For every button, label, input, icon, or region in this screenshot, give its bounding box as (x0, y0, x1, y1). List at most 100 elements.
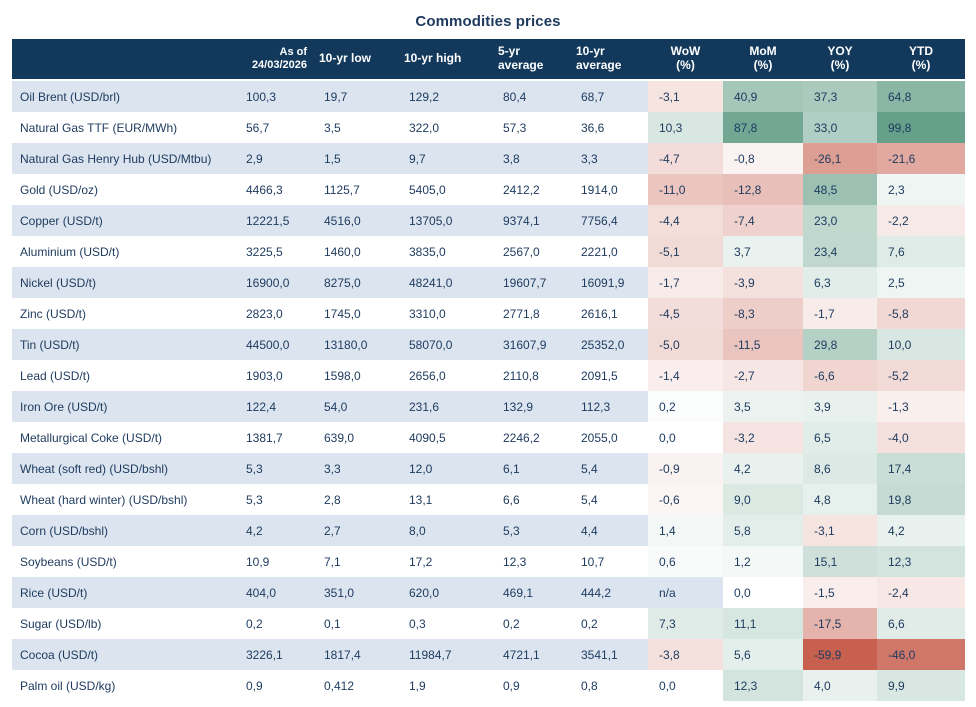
pct-cell: 4,8 (803, 484, 877, 515)
column-header: 10-yr high (398, 39, 492, 81)
header-row: As of 24/03/2026 10-yr low 10-yr high 5-yr av… (12, 39, 965, 81)
table-row: Oil Brent (USD/brl) 100,3 19,7 129,2 80,4 68,… (12, 80, 965, 112)
pct-cell: -0,6 (648, 484, 723, 515)
pct-cell: 0,0 (648, 670, 723, 701)
pct-cell: -1,3 (877, 391, 965, 422)
value-cell: 1125,7 (313, 174, 398, 205)
value-cell: 9,7 (398, 143, 492, 174)
pct-cell: 9,0 (723, 484, 803, 515)
pct-cell: -0,9 (648, 453, 723, 484)
commodity-name-cell: Palm oil (USD/kg) (12, 670, 235, 701)
commodity-name-cell: Iron Ore (USD/t) (12, 391, 235, 422)
value-cell: 444,2 (570, 577, 648, 608)
value-cell: 0,412 (313, 670, 398, 701)
value-cell: 1460,0 (313, 236, 398, 267)
commodity-name-cell: Oil Brent (USD/brl) (12, 80, 235, 112)
value-cell: 1817,4 (313, 639, 398, 670)
value-cell: 25352,0 (570, 329, 648, 360)
commodity-name-cell: Rice (USD/t) (12, 577, 235, 608)
value-cell: 0,3 (398, 608, 492, 639)
pct-cell: 10,0 (877, 329, 965, 360)
table-row: Copper (USD/t) 12221,5 4516,0 13705,0 9374,1… (12, 205, 965, 236)
pct-cell: 9,9 (877, 670, 965, 701)
pct-cell: 1,4 (648, 515, 723, 546)
value-cell: 68,7 (570, 80, 648, 112)
value-cell: 2055,0 (570, 422, 648, 453)
table-row: Nickel (USD/t) 16900,0 8275,0 48241,0 19607,… (12, 267, 965, 298)
value-cell: 10,9 (235, 546, 313, 577)
value-cell: 1598,0 (313, 360, 398, 391)
table-row: Gold (USD/oz) 4466,3 1125,7 5405,0 2412,2 191… (12, 174, 965, 205)
pct-cell: 0,2 (648, 391, 723, 422)
column-header: 10-yr average (570, 39, 648, 81)
value-cell: 7,1 (313, 546, 398, 577)
pct-cell: -11,5 (723, 329, 803, 360)
commodity-name-cell: Nickel (USD/t) (12, 267, 235, 298)
value-cell: 10,7 (570, 546, 648, 577)
table-row: Wheat (soft red) (USD/bshl) 5,3 3,3 12,0 6,1… (12, 453, 965, 484)
pct-cell: 3,5 (723, 391, 803, 422)
pct-cell: -2,4 (877, 577, 965, 608)
table-row: Aluminium (USD/t) 3225,5 1460,0 3835,0 2567,… (12, 236, 965, 267)
value-cell: 129,2 (398, 80, 492, 112)
value-cell: 3,5 (313, 112, 398, 143)
pct-cell: -3,1 (803, 515, 877, 546)
value-cell: 3,3 (313, 453, 398, 484)
pct-cell: 3,9 (803, 391, 877, 422)
pct-cell: 23,4 (803, 236, 877, 267)
value-cell: 0,2 (570, 608, 648, 639)
table-row: Zinc (USD/t) 2823,0 1745,0 3310,0 2771,8 2616… (12, 298, 965, 329)
value-cell: 0,2 (492, 608, 570, 639)
value-cell: 36,6 (570, 112, 648, 143)
value-cell: 2,7 (313, 515, 398, 546)
pct-cell: -1,7 (648, 267, 723, 298)
table-row: Rice (USD/t) 404,0 351,0 620,0 469,1 444,2 n/a… (12, 577, 965, 608)
value-cell: 2110,8 (492, 360, 570, 391)
pct-cell: -3,2 (723, 422, 803, 453)
pct-cell: 7,3 (648, 608, 723, 639)
value-cell: 17,2 (398, 546, 492, 577)
value-cell: 2221,0 (570, 236, 648, 267)
commodity-name-cell: Natural Gas Henry Hub (USD/Mtbu) (12, 143, 235, 174)
table-row: Tin (USD/t) 44500,0 13180,0 58070,0 31607,9 2… (12, 329, 965, 360)
value-cell: 4516,0 (313, 205, 398, 236)
value-cell: 48241,0 (398, 267, 492, 298)
pct-cell: 5,8 (723, 515, 803, 546)
value-cell: 54,0 (313, 391, 398, 422)
pct-cell: 4,2 (723, 453, 803, 484)
value-cell: 9374,1 (492, 205, 570, 236)
value-cell: 11984,7 (398, 639, 492, 670)
page-title: Commodities prices (415, 13, 561, 30)
value-cell: 16091,9 (570, 267, 648, 298)
pct-cell: 33,0 (803, 112, 877, 143)
table-row: Palm oil (USD/kg) 0,9 0,412 1,9 0,9 0,8 0,0 12,… (12, 670, 965, 701)
value-cell: 12221,5 (235, 205, 313, 236)
value-cell: 3225,5 (235, 236, 313, 267)
pct-cell: -3,8 (648, 639, 723, 670)
value-cell: 6,1 (492, 453, 570, 484)
pct-cell: 8,6 (803, 453, 877, 484)
pct-cell: -6,6 (803, 360, 877, 391)
value-cell: 2412,2 (492, 174, 570, 205)
value-cell: 12,3 (492, 546, 570, 577)
value-cell: 2823,0 (235, 298, 313, 329)
table-row: Sugar (USD/lb) 0,2 0,1 0,3 0,2 0,2 7,3 11,1 -17,… (12, 608, 965, 639)
column-header: As of 24/03/2026 (235, 39, 313, 81)
pct-cell: -5,1 (648, 236, 723, 267)
value-cell: 3310,0 (398, 298, 492, 329)
table-row: Wheat (hard winter) (USD/bshl) 5,3 2,8 13,1… (12, 484, 965, 515)
value-cell: 0,9 (492, 670, 570, 701)
value-cell: 0,1 (313, 608, 398, 639)
pct-cell: 87,8 (723, 112, 803, 143)
value-cell: 7756,4 (570, 205, 648, 236)
pct-cell: -21,6 (877, 143, 965, 174)
value-cell: 2771,8 (492, 298, 570, 329)
pct-cell: -5,0 (648, 329, 723, 360)
pct-cell: 29,8 (803, 329, 877, 360)
value-cell: 1745,0 (313, 298, 398, 329)
value-cell: 5,3 (235, 453, 313, 484)
value-cell: 5,3 (492, 515, 570, 546)
value-cell: 44500,0 (235, 329, 313, 360)
table-row: Metallurgical Coke (USD/t) 1381,7 639,0 409… (12, 422, 965, 453)
value-cell: 231,6 (398, 391, 492, 422)
